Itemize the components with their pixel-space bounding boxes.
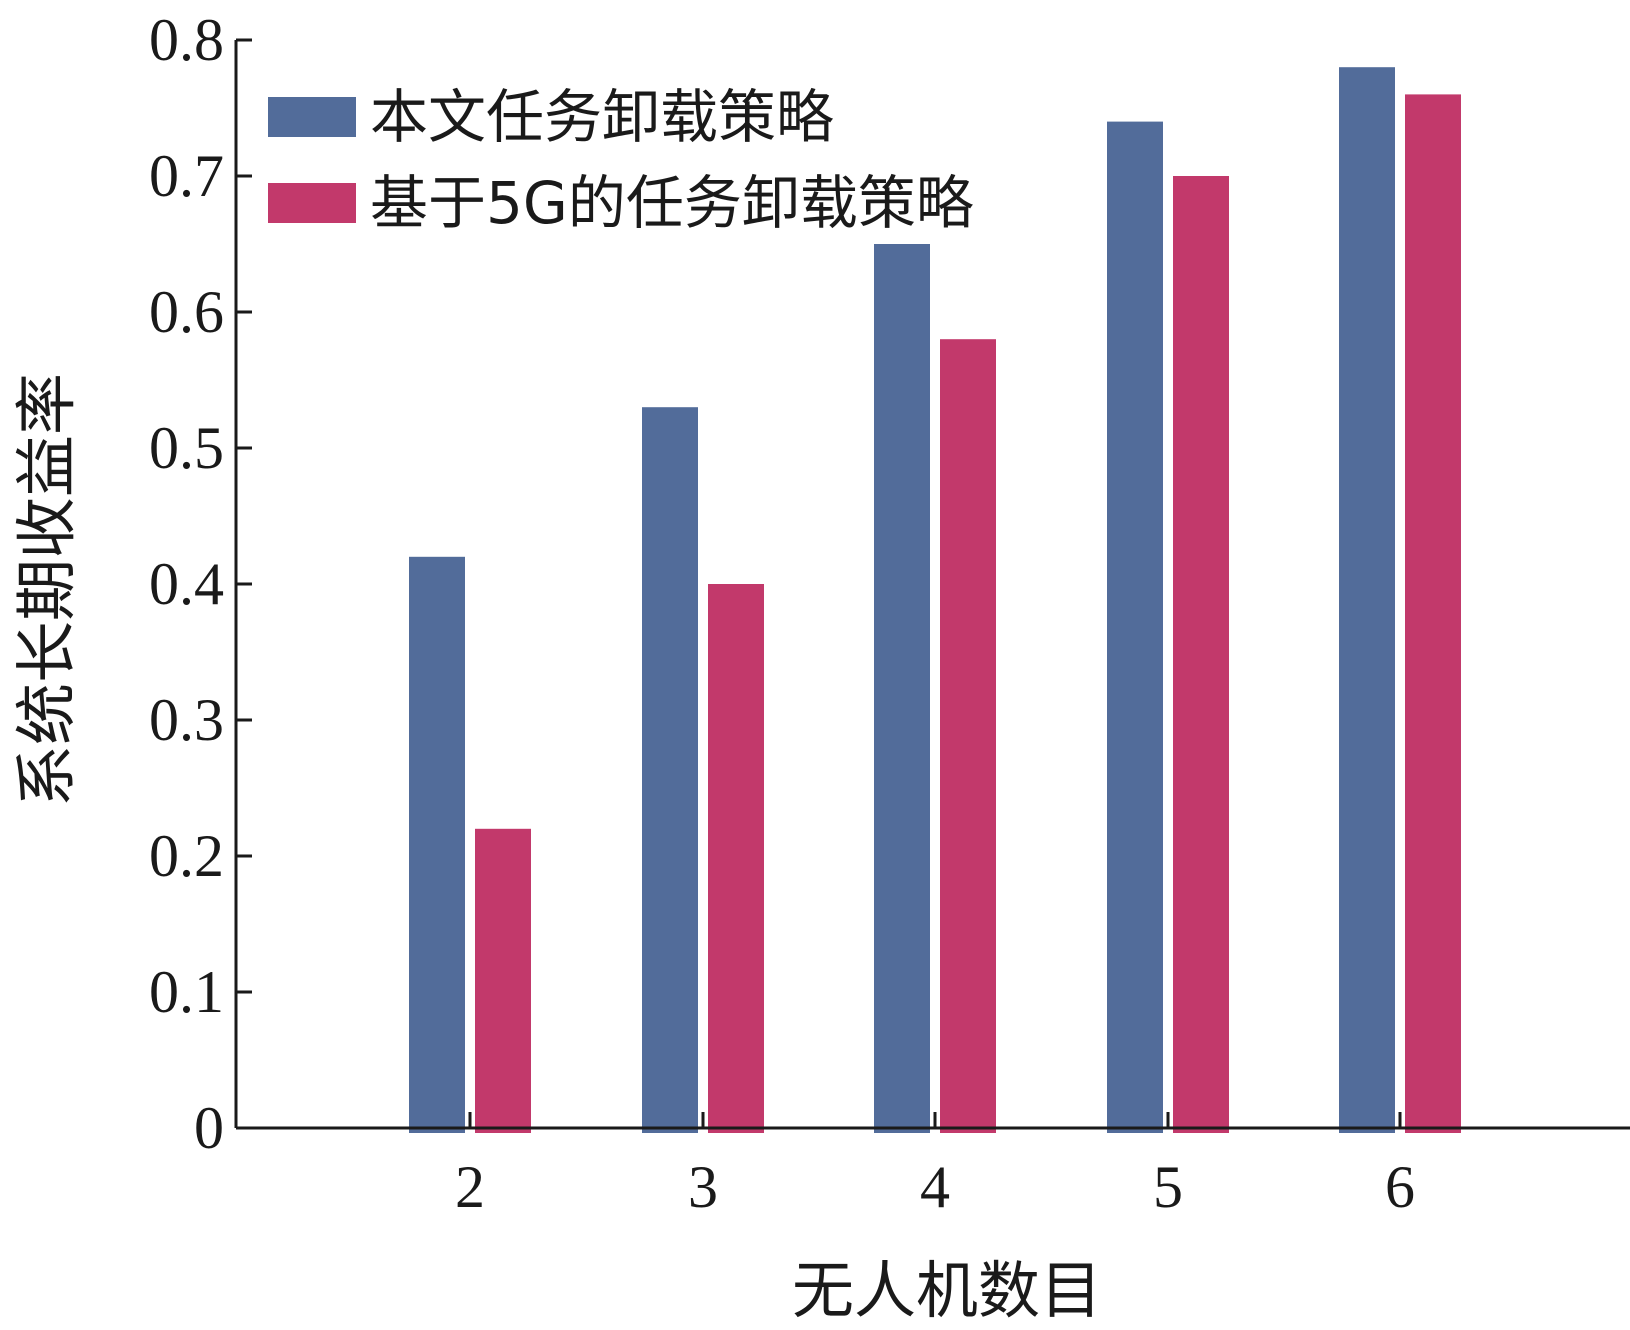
bar-series-1-3	[642, 407, 698, 1133]
legend-swatch-series-1	[268, 97, 356, 137]
legend: 本文任务卸载策略 基于5G的任务卸载策略	[268, 83, 974, 237]
y-tick-label: 0.6	[149, 279, 224, 345]
x-tick-label: 4	[920, 1154, 950, 1220]
x-tick-label: 3	[688, 1154, 718, 1220]
y-axis-title: 系统长期收益率	[10, 373, 83, 807]
legend-swatch-series-2	[268, 183, 356, 223]
x-axis-ticks: 2 3 4 5 6	[455, 1112, 1415, 1220]
y-axis-ticks: 0 0.1 0.2 0.3 0.4 0.5 0.6 0.7 0.8	[149, 7, 252, 1161]
bar-series-1-4	[874, 244, 930, 1133]
bar-series-1-6	[1339, 67, 1395, 1134]
bars	[409, 67, 1461, 1134]
x-axis-title: 无人机数目	[792, 1254, 1102, 1327]
bar-series-2-2	[475, 828, 531, 1133]
bar-series-1-5	[1107, 121, 1163, 1134]
y-tick-label: 0.3	[149, 687, 224, 753]
x-tick-label: 6	[1385, 1154, 1415, 1220]
bar-series-2-4	[940, 339, 996, 1133]
x-tick-label: 5	[1153, 1154, 1183, 1220]
y-tick-label: 0.1	[149, 959, 224, 1025]
bar-series-2-6	[1405, 94, 1461, 1133]
y-tick-label: 0.4	[149, 551, 224, 617]
bar-series-2-3	[708, 584, 764, 1133]
y-tick-label: 0.8	[149, 7, 224, 73]
x-tick-label: 2	[455, 1154, 485, 1220]
bar-series-1-2	[409, 556, 465, 1133]
y-tick-label: 0.2	[149, 823, 224, 889]
y-tick-label: 0.5	[149, 415, 224, 481]
y-tick-label: 0.7	[149, 143, 224, 209]
legend-label-series-2: 基于5G的任务卸载策略	[370, 169, 974, 237]
bar-series-2-5	[1173, 176, 1229, 1133]
y-tick-label: 0	[194, 1095, 224, 1161]
legend-label-series-1: 本文任务卸载策略	[370, 83, 834, 151]
